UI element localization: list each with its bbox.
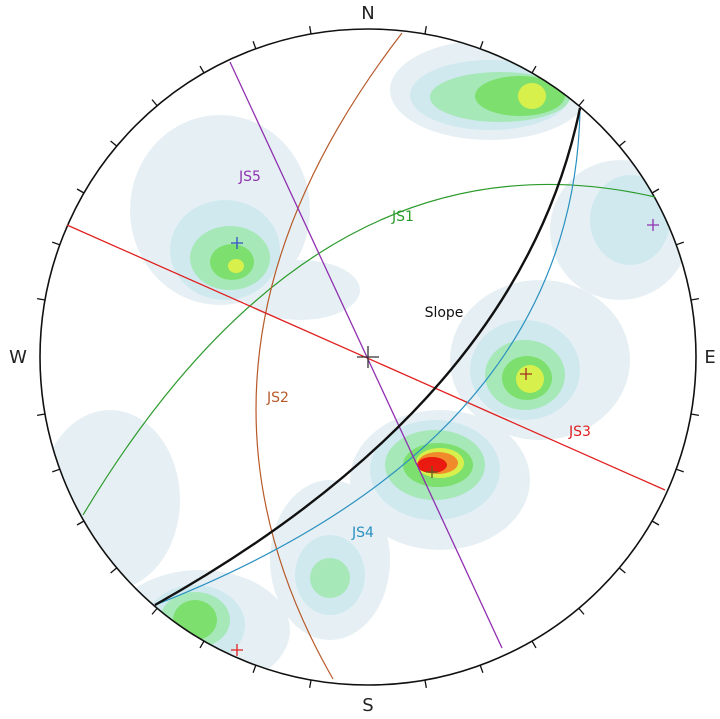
js1-circle <box>82 183 656 516</box>
tick <box>675 468 684 473</box>
tick <box>36 413 46 416</box>
tick <box>252 664 257 673</box>
tick <box>651 520 660 526</box>
tick <box>151 99 158 107</box>
west-label: W <box>9 347 27 368</box>
tick <box>578 99 585 107</box>
tick <box>424 25 427 35</box>
tick <box>690 298 700 301</box>
tick <box>531 640 537 649</box>
tick <box>690 413 700 416</box>
tick <box>151 607 158 615</box>
slope-circle <box>154 107 582 607</box>
js1-label: JS1 <box>391 209 414 225</box>
tick <box>578 607 585 615</box>
density-contours <box>40 40 690 685</box>
js4-label: JS4 <box>351 525 374 541</box>
tick <box>252 41 257 50</box>
js3-label: JS3 <box>568 424 591 440</box>
tick <box>110 567 118 574</box>
tick <box>199 65 205 74</box>
east-label: E <box>704 347 715 368</box>
tick <box>479 41 484 50</box>
north-label: N <box>361 3 374 24</box>
slope-label: Slope <box>425 305 464 321</box>
js2-circle <box>255 32 403 680</box>
pole <box>647 219 659 231</box>
center-cross <box>357 346 379 368</box>
south-label: S <box>362 695 373 716</box>
tick <box>52 468 61 473</box>
js5-label: JS5 <box>238 169 261 185</box>
tick <box>618 140 626 147</box>
poles <box>231 219 659 656</box>
pole <box>426 466 438 478</box>
tick <box>76 520 85 526</box>
tick <box>52 241 61 246</box>
tick <box>36 298 46 301</box>
tick <box>424 679 427 689</box>
pole <box>520 368 532 380</box>
pole <box>231 237 243 249</box>
degree-ticks <box>36 25 700 689</box>
tick <box>651 188 660 194</box>
js5-circle <box>229 61 503 649</box>
tick <box>479 664 484 673</box>
tick <box>110 140 118 147</box>
tick <box>76 188 85 194</box>
primitive-circle <box>39 28 697 686</box>
tick <box>309 679 312 689</box>
tick <box>199 640 205 649</box>
tick <box>618 567 626 574</box>
js4-circle <box>154 107 581 606</box>
pole <box>231 644 243 656</box>
js2-label: JS2 <box>266 390 289 406</box>
tick <box>309 25 312 35</box>
tick <box>531 65 537 74</box>
tick <box>675 241 684 246</box>
